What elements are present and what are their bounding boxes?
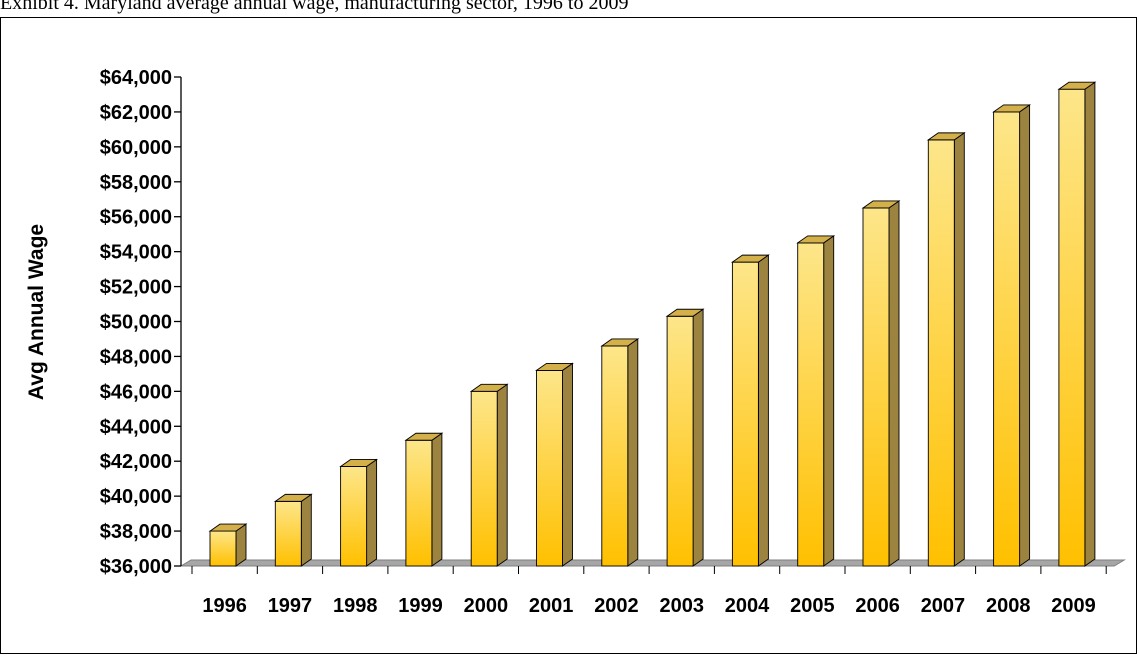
- bar-front: [666, 315, 694, 567]
- bar-top: [992, 104, 1032, 113]
- bar-top: [339, 459, 379, 467]
- x-tick-label: 1997: [268, 595, 313, 617]
- bar-side: [823, 235, 835, 567]
- bar-front: [731, 261, 759, 567]
- x-tick-label: 2002: [594, 595, 639, 617]
- bar-side: [953, 132, 965, 567]
- bar-top: [730, 254, 770, 263]
- bar-top: [469, 383, 509, 392]
- y-tick-label: $42,000: [100, 451, 172, 473]
- bar-side: [627, 338, 639, 567]
- bar-front: [797, 242, 825, 567]
- bar-top: [796, 235, 836, 244]
- bar-top: [926, 132, 966, 141]
- y-tick-label: $38,000: [100, 521, 172, 543]
- y-tick-label: $46,000: [100, 381, 172, 403]
- bar-2008: [992, 104, 1032, 567]
- bar-front: [405, 439, 433, 567]
- bar-1997: [273, 493, 313, 567]
- bar-front: [470, 390, 498, 567]
- x-tick-label: 1996: [202, 595, 247, 617]
- x-tick-label: 2007: [921, 595, 966, 617]
- x-tick-label: 2003: [660, 595, 705, 617]
- y-tick-label: $36,000: [100, 556, 172, 578]
- x-tick-label: 2009: [1051, 595, 1096, 617]
- y-tick-label: $58,000: [100, 172, 172, 194]
- bar-top: [535, 362, 574, 371]
- bar-side: [300, 493, 312, 567]
- y-tick-label: $48,000: [100, 346, 172, 368]
- bar-front: [601, 345, 629, 567]
- y-tick-label: $50,000: [100, 312, 172, 334]
- bar-side: [757, 254, 769, 567]
- bar-top: [600, 338, 640, 347]
- bar-front: [1058, 88, 1086, 567]
- bar-front: [340, 466, 368, 567]
- y-tick-label: $62,000: [100, 102, 172, 124]
- bar-side: [692, 308, 704, 567]
- bar-side: [562, 362, 573, 567]
- chart-frame: [0, 17, 1137, 654]
- bar-side: [888, 200, 900, 567]
- x-tick-label: 2006: [855, 595, 900, 617]
- bar-2003: [665, 308, 705, 567]
- y-tick-label: $54,000: [100, 242, 172, 264]
- chart-floor: [179, 559, 1127, 567]
- bar-2000: [469, 383, 509, 567]
- bar-2001: [535, 362, 574, 567]
- bar-1996: [208, 523, 248, 567]
- bar-top: [861, 200, 901, 209]
- bar-front: [927, 139, 955, 567]
- y-tick-label: $60,000: [100, 137, 172, 159]
- x-tick-label: 1999: [398, 595, 443, 617]
- x-tick-label: 1998: [333, 595, 378, 617]
- bar-front: [274, 500, 302, 567]
- floor-plane: [179, 559, 1127, 567]
- y-tick-label: $56,000: [100, 207, 172, 229]
- bar-side: [431, 432, 443, 567]
- bar-side: [496, 383, 508, 567]
- x-tick-label: 2004: [725, 595, 770, 617]
- bar-side: [1019, 104, 1031, 567]
- y-tick-label: $40,000: [100, 486, 172, 508]
- bar-2002: [600, 338, 640, 567]
- bar-2007: [926, 132, 966, 567]
- bar-top: [273, 493, 313, 502]
- bar-2005: [796, 235, 836, 567]
- bar-top: [404, 432, 444, 441]
- x-tick-label: 2001: [529, 595, 574, 617]
- bar-1999: [404, 432, 444, 567]
- x-axis-labels: 1996 1997 1998 1999 2000 2001 2002 2003 2004 2005…: [202, 595, 1095, 617]
- bar-2004: [730, 254, 770, 567]
- bar-front: [862, 207, 890, 567]
- y-axis-title: Avg Annual Wage: [25, 224, 48, 400]
- figure-caption: Exhibit 4. Maryland average annual wage,…: [0, 0, 629, 14]
- bar-front: [209, 530, 237, 567]
- bar-top: [208, 523, 248, 532]
- bar-top: [1057, 81, 1097, 90]
- bar-1998: [339, 458, 379, 567]
- bar-side: [366, 458, 378, 567]
- y-tick-label: $52,000: [100, 277, 172, 299]
- x-tick-label: 2005: [790, 595, 835, 617]
- x-tick-label: 2008: [986, 595, 1031, 617]
- y-tick-label: $44,000: [100, 416, 172, 438]
- bar-2006: [861, 200, 901, 567]
- bar-front: [993, 111, 1021, 567]
- bars: [208, 81, 1097, 567]
- bar-top: [665, 308, 705, 317]
- bar-2009: [1057, 81, 1097, 567]
- y-axis: $36,000 $38,000 $40,000 $42,000 $44,000 $46,0…: [100, 67, 1107, 578]
- y-tick-label: $64,000: [100, 67, 172, 89]
- x-tick-label: 2000: [464, 595, 509, 617]
- bar-side: [1084, 81, 1096, 567]
- bar-front: [536, 369, 563, 567]
